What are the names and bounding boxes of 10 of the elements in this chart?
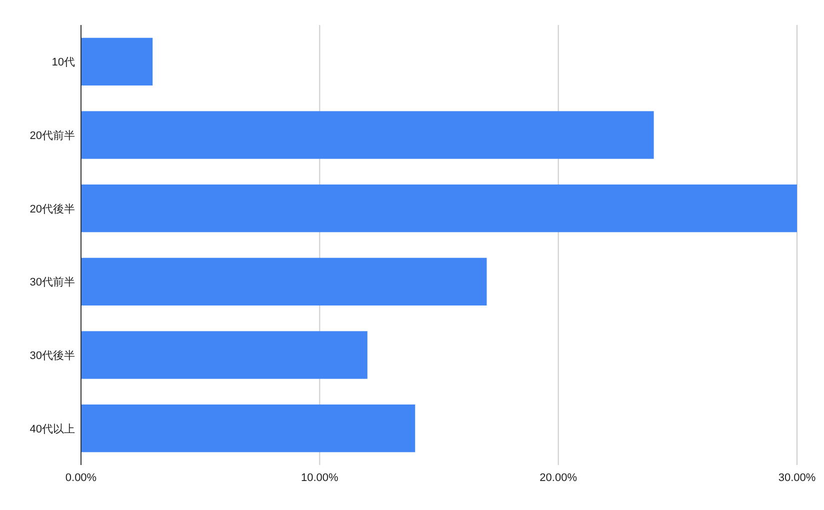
x-tick-label: 20.00% (540, 472, 578, 484)
y-tick-label: 30代前半 (30, 276, 75, 289)
y-tick-label: 20代前半 (30, 129, 75, 142)
y-tick-label: 30代後半 (30, 349, 75, 362)
x-tick-label: 10.00% (301, 472, 339, 484)
x-tick-label: 30.00% (778, 472, 816, 484)
y-tick-label: 20代後半 (30, 202, 75, 216)
y-tick-label: 10代 (52, 56, 75, 69)
x-tick-label: 0.00% (65, 472, 97, 484)
y-tick-label: 40代以上 (30, 422, 75, 436)
